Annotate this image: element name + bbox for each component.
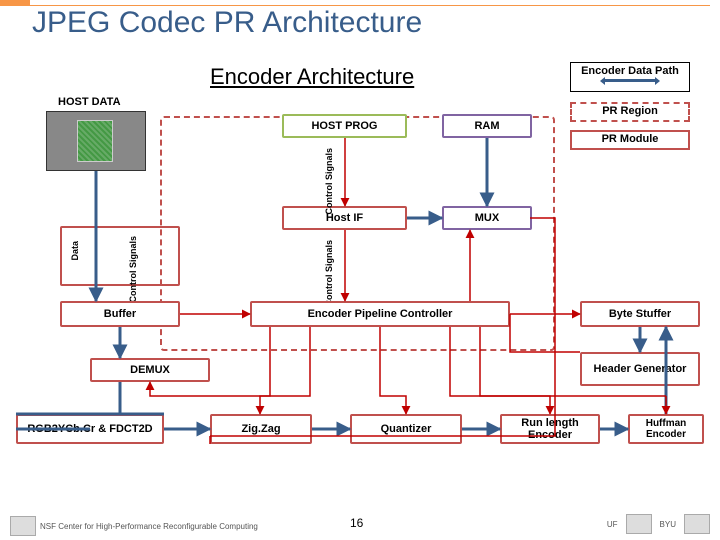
host-if-block: Host IF <box>282 206 407 230</box>
chrec-logo-icon <box>10 516 36 536</box>
demux-text: DEMUX <box>130 364 170 376</box>
huffman-text: Huffman Encoder <box>630 418 702 440</box>
host-prog-text: HOST PROG <box>311 120 377 132</box>
host-data-label: HOST DATA <box>58 96 121 108</box>
quantizer-block: Quantizer <box>350 414 462 444</box>
ctrl-sig-left: Control Signals <box>128 236 138 303</box>
rgb-text: RGB2YCb.Cr & FDCT2D <box>27 423 152 435</box>
accent-bar <box>0 0 30 6</box>
footer-byu: BYU <box>660 520 676 529</box>
zigzag-block: Zig.Zag <box>210 414 312 444</box>
ram-text: RAM <box>474 120 499 132</box>
huffman-block: Huffman Encoder <box>628 414 704 444</box>
footer-left-text: NSF Center for High-Performance Reconfig… <box>40 522 258 531</box>
ram-block: RAM <box>442 114 532 138</box>
mux-text: MUX <box>475 212 499 224</box>
footer-uf: UF <box>607 520 618 529</box>
epc-block: Encoder Pipeline Controller <box>250 301 510 327</box>
header-gen-text: Header Generator <box>594 363 687 375</box>
rle-text: Run length Encoder <box>502 417 598 441</box>
thumbnail-icon <box>77 120 113 162</box>
data-label: Data <box>70 241 80 261</box>
mux-block: MUX <box>442 206 532 230</box>
zigzag-text: Zig.Zag <box>241 423 280 435</box>
header-gen-block: Header Generator <box>580 352 700 386</box>
byte-stuffer-block: Byte Stuffer <box>580 301 700 327</box>
rle-block: Run length Encoder <box>500 414 600 444</box>
uf-logo-icon <box>626 514 652 534</box>
quantizer-text: Quantizer <box>381 423 432 435</box>
byte-stuffer-text: Byte Stuffer <box>609 308 671 320</box>
demux-block: DEMUX <box>90 358 210 382</box>
epc-text: Encoder Pipeline Controller <box>308 308 453 320</box>
page-number: 16 <box>350 516 363 530</box>
ctrl-sig-top: Control Signals <box>324 148 334 215</box>
host-prog-block: HOST PROG <box>282 114 407 138</box>
footer-right: UF BYU <box>607 514 710 534</box>
host-data-box <box>46 111 146 171</box>
rgb-block: RGB2YCb.Cr & FDCT2D <box>16 414 164 444</box>
diagram-canvas: HOST DATA HOST PROG RAM Host IF MUX Cont… <box>10 56 710 480</box>
footer-left: NSF Center for High-Performance Reconfig… <box>10 516 258 536</box>
byu-logo-icon <box>684 514 710 534</box>
page-title: JPEG Codec PR Architecture <box>32 6 422 40</box>
buffer-text: Buffer <box>104 308 136 320</box>
ctrl-sig-bottom: Control Signals <box>324 240 334 307</box>
buffer-block: Buffer <box>60 301 180 327</box>
